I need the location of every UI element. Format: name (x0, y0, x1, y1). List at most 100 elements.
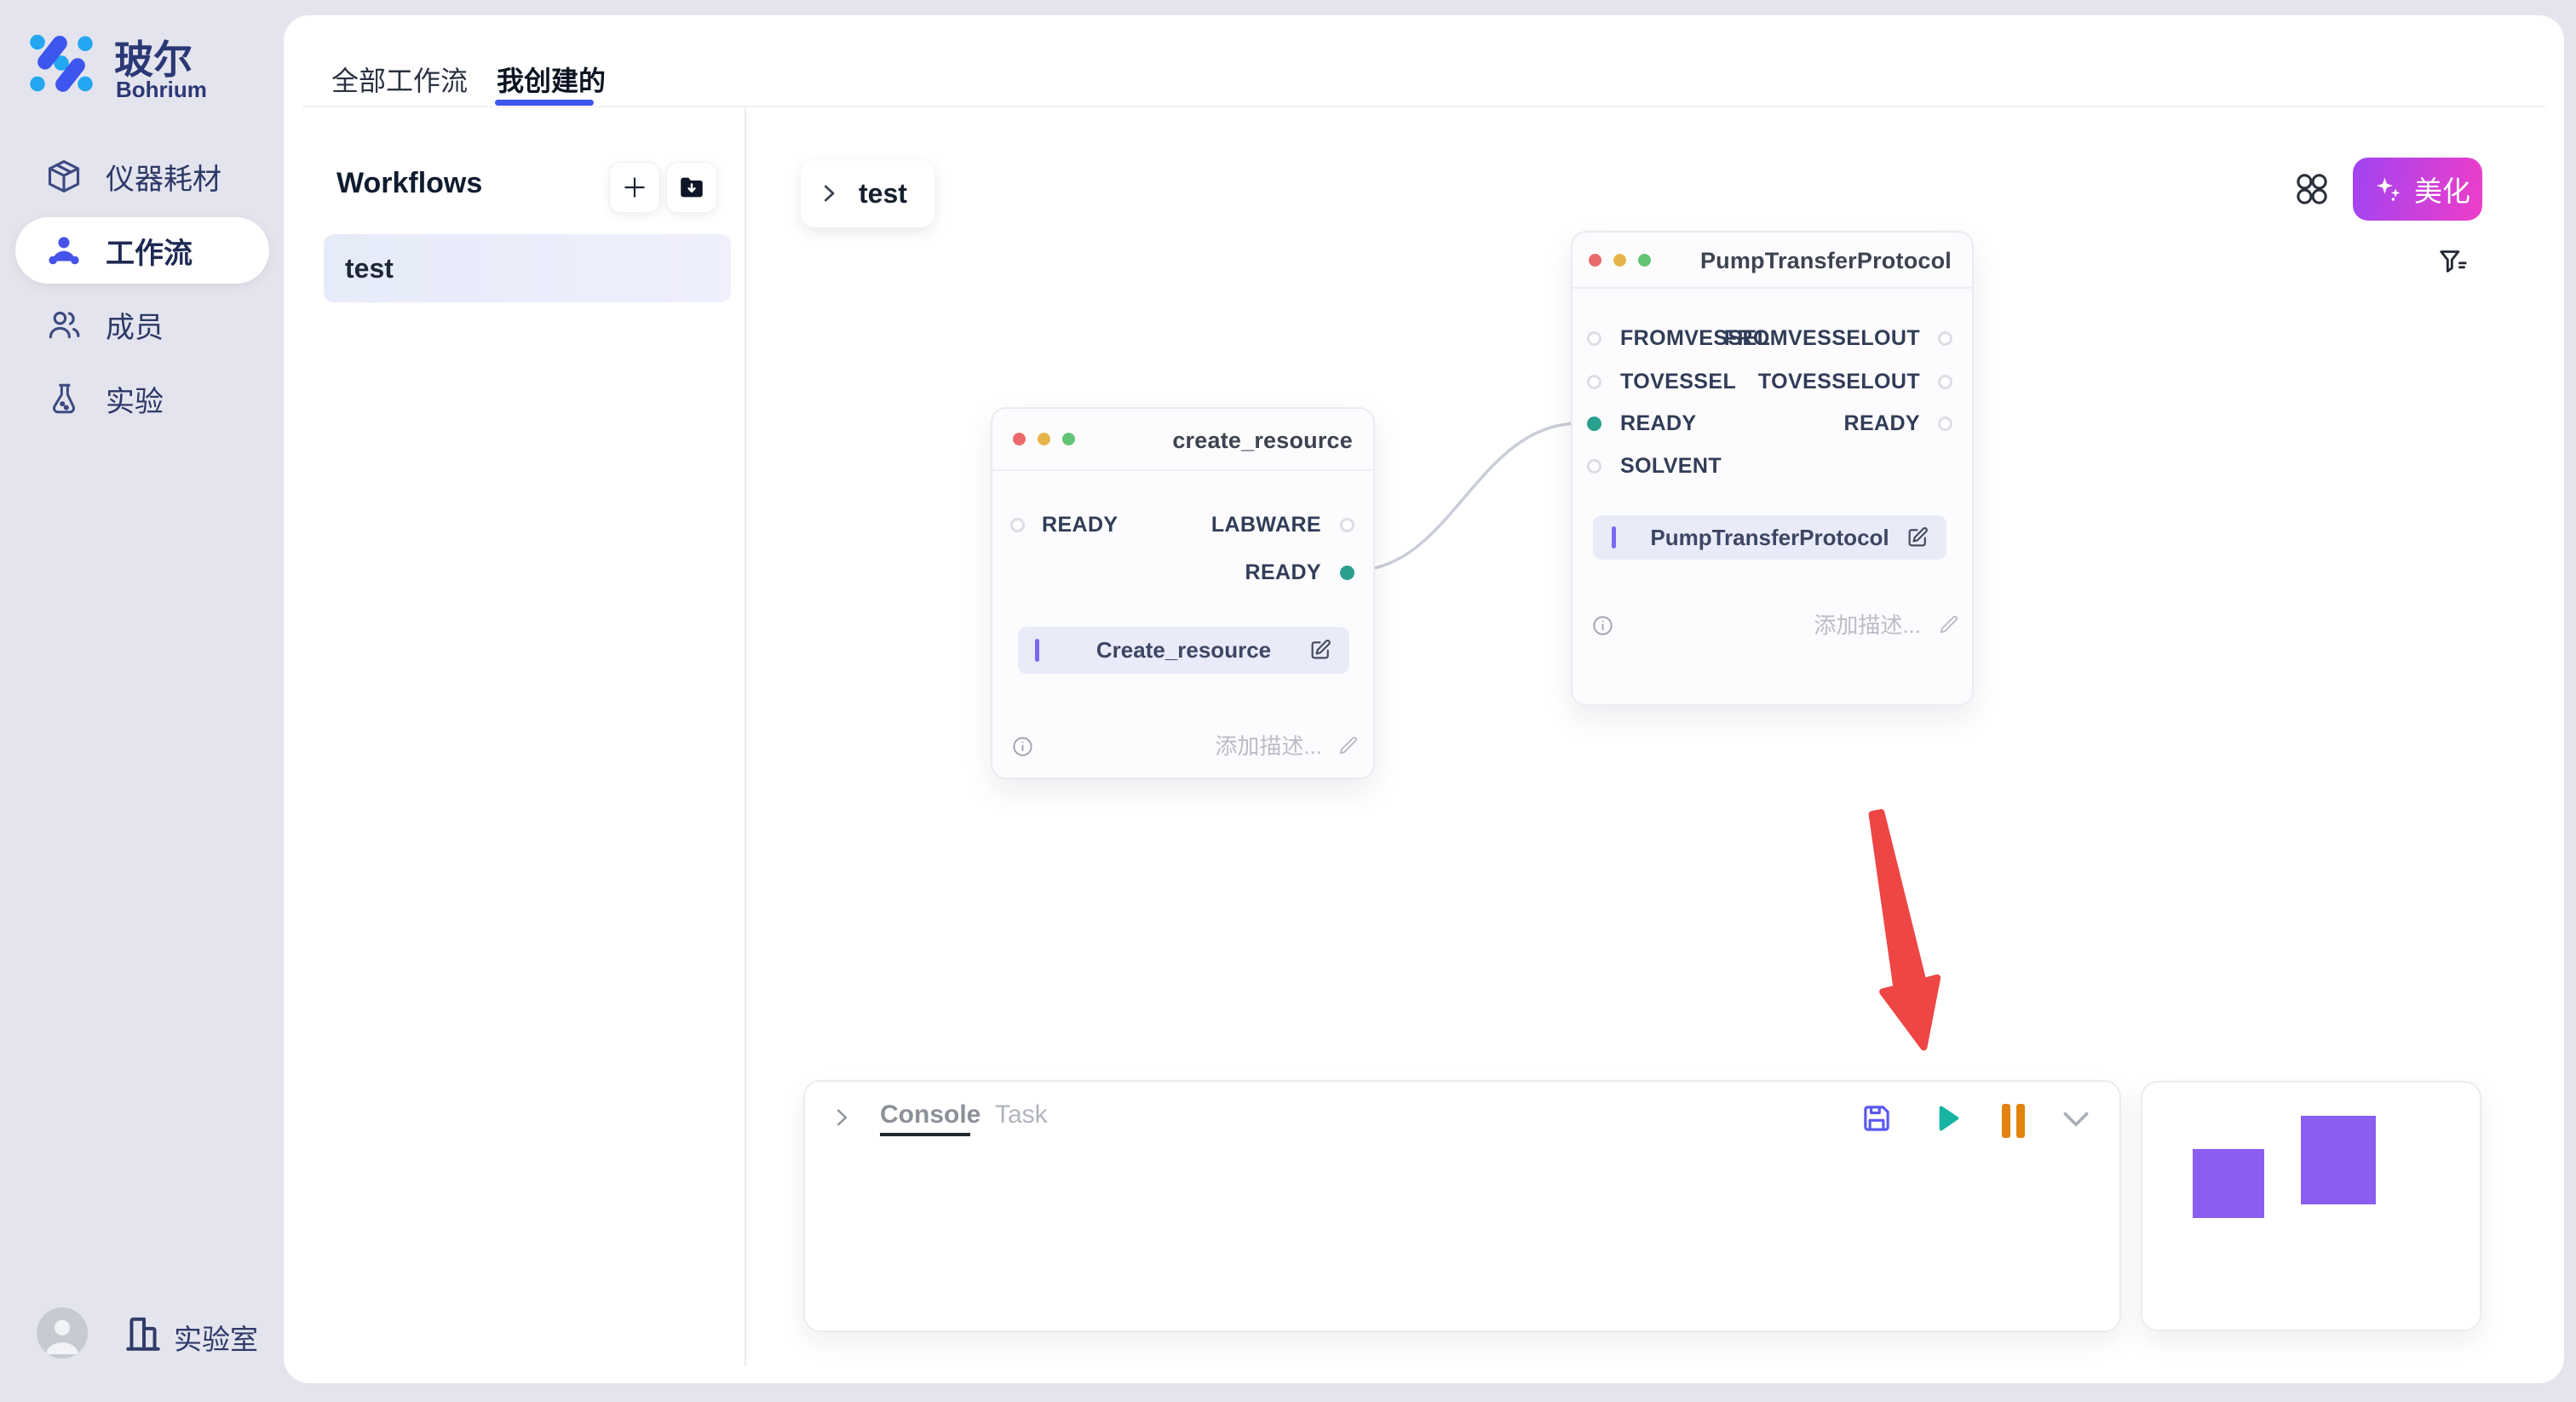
active-tab-underline (495, 100, 594, 106)
add-workflow-button[interactable] (609, 162, 660, 213)
breadcrumb-label: test (859, 178, 907, 209)
port-label: FROMVESSELOUT (1723, 326, 1920, 350)
workflow-icon (44, 231, 83, 270)
port-out-fromvesselout[interactable] (1938, 331, 1952, 346)
pill-label: Create_resource (1095, 637, 1272, 663)
port-in-fromvessel[interactable] (1587, 331, 1601, 346)
node-title: create_resource (1172, 428, 1353, 453)
description-placeholder[interactable]: 添加描述... (1814, 612, 1921, 638)
pencil-icon[interactable] (1337, 734, 1360, 756)
port-out-ready[interactable] (1340, 566, 1354, 580)
collapse-chevron-icon[interactable] (829, 1105, 854, 1130)
workflows-panel-title: Workflows (336, 167, 483, 199)
grid-icon[interactable] (2293, 170, 2331, 208)
edit-icon[interactable] (1906, 526, 1929, 549)
folder-download-icon (677, 173, 706, 202)
info-icon[interactable] (1591, 614, 1614, 637)
logo-title: 玻尔 (114, 37, 193, 82)
sidebar-item-label: 成员 (106, 311, 164, 344)
import-workflow-button[interactable] (666, 162, 717, 213)
chevron-down-icon[interactable] (2060, 1107, 2092, 1131)
pencil-icon[interactable] (1938, 613, 1960, 635)
port-label: READY (1042, 513, 1118, 537)
sidebar-item-experiments[interactable]: 实验 (15, 365, 269, 432)
beautify-button[interactable]: 美化 (2353, 158, 2482, 221)
port-label: READY (1620, 411, 1697, 435)
port-label: FROMVESSEL (1620, 326, 1771, 350)
breadcrumb[interactable]: test (801, 160, 934, 227)
node-header: PumpTransferProtocol (1573, 233, 1972, 289)
save-icon[interactable] (1859, 1100, 1895, 1136)
sidebar: 玻尔 Bohrium 仪器耗材 工作流 (0, 0, 284, 1402)
sidebar-item-consumables[interactable]: 仪器耗材 (15, 143, 269, 210)
port-label: SOLVENT (1620, 454, 1722, 478)
port-in-ready[interactable] (1587, 417, 1601, 431)
experiment-icon (44, 379, 83, 418)
port-label: TOVESSELOUT (1757, 370, 1920, 394)
tab-all-workflows[interactable]: 全部工作流 (331, 66, 469, 96)
port-in-tovessel[interactable] (1587, 375, 1601, 389)
pause-icon[interactable] (2001, 1104, 2027, 1138)
sidebar-item-members[interactable]: 成员 (15, 291, 269, 358)
package-icon (44, 157, 83, 196)
sparkles-icon (2373, 173, 2406, 205)
play-icon[interactable] (1927, 1100, 1964, 1137)
pill-cursor-bar (1035, 639, 1039, 662)
main-panel: 全部工作流 我创建的 Workflows test test (284, 15, 2564, 1383)
node-title: PumpTransferProtocol (1699, 248, 1952, 273)
port-in-solvent[interactable] (1587, 459, 1601, 474)
avatar[interactable] (37, 1307, 88, 1359)
logo-subtitle: Bohrium (116, 77, 207, 102)
description-placeholder[interactable]: 添加描述... (1215, 733, 1322, 759)
node-name-pill[interactable]: PumpTransferProtocol (1593, 515, 1946, 560)
workflow-list-item[interactable]: test (324, 234, 731, 302)
console-panel: Console Task (803, 1080, 2121, 1332)
node-create-resource[interactable]: create_resource READY LABWARE READY Crea… (991, 407, 1375, 779)
minimap-node-block (2301, 1116, 2376, 1204)
pill-cursor-bar (1612, 526, 1616, 549)
port-out-tovesselout[interactable] (1938, 375, 1952, 389)
pill-label: PumpTransferProtocol (1650, 525, 1889, 550)
filter-icon[interactable] (2436, 245, 2470, 279)
port-label: READY (1843, 411, 1920, 435)
minimap-node-block (2193, 1149, 2264, 1218)
workflow-item-label: test (345, 253, 394, 284)
building-icon[interactable] (122, 1312, 164, 1354)
tabbar-divider (302, 106, 2545, 107)
lab-switcher-label[interactable]: 实验室 (174, 1324, 258, 1355)
node-header: create_resource (992, 409, 1373, 471)
traffic-red-icon (1589, 254, 1601, 267)
traffic-yellow-icon (1613, 254, 1626, 267)
sidebar-item-label: 仪器耗材 (106, 163, 221, 196)
tab-task[interactable]: Task (995, 1100, 1048, 1129)
minimap[interactable] (2141, 1081, 2481, 1331)
node-name-pill[interactable]: Create_resource (1018, 627, 1349, 674)
port-in-ready[interactable] (1010, 518, 1025, 532)
console-tab-underline (880, 1133, 970, 1136)
beautify-label: 美化 (2414, 175, 2470, 207)
tab-my-created[interactable]: 我创建的 (497, 66, 607, 96)
port-label: TOVESSEL (1620, 370, 1737, 394)
plus-icon (621, 174, 648, 201)
tab-console[interactable]: Console (880, 1100, 981, 1129)
node-pump-transfer-protocol[interactable]: PumpTransferProtocol FROMVESSEL FROMVESS… (1571, 231, 1974, 706)
logo-mark-icon (26, 27, 97, 99)
port-out-labware[interactable] (1340, 518, 1354, 532)
port-label: READY (1245, 560, 1321, 584)
port-out-ready[interactable] (1938, 417, 1952, 431)
edge-create-to-pump (1352, 422, 1580, 572)
sidebar-item-label: 工作流 (106, 237, 193, 270)
port-label: LABWARE (1210, 513, 1321, 537)
edit-icon[interactable] (1308, 638, 1332, 662)
traffic-green-icon (1062, 433, 1075, 445)
info-icon[interactable] (1011, 735, 1034, 758)
panel-divider (745, 107, 746, 1366)
traffic-red-icon (1013, 433, 1026, 445)
chevron-right-icon[interactable] (816, 181, 842, 206)
app-logo: 玻尔 Bohrium (26, 26, 264, 106)
traffic-green-icon (1638, 254, 1651, 267)
traffic-yellow-icon (1038, 433, 1050, 445)
members-icon (44, 305, 83, 344)
sidebar-item-workflows[interactable]: 工作流 (15, 217, 269, 284)
sidebar-item-label: 实验 (106, 385, 164, 418)
